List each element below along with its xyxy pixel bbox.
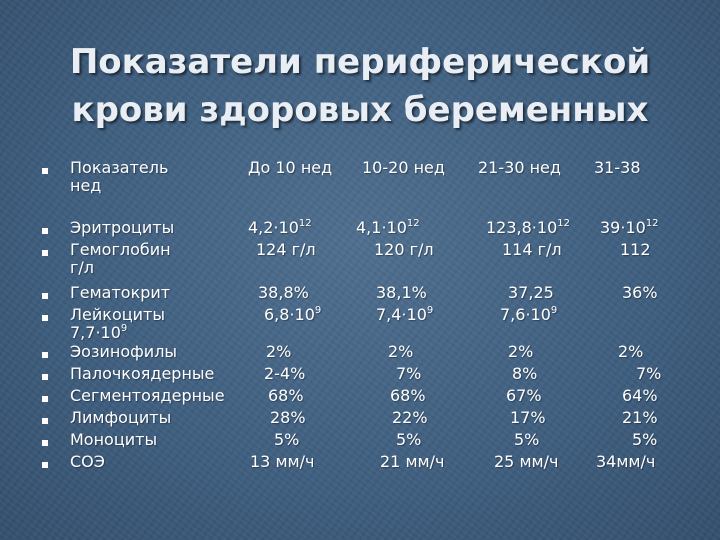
cell-eosinophils-c2: 2% [388,342,414,361]
row-label: Моноциты [70,430,158,449]
row-label-cont: г/л [70,258,95,277]
cell-hemoglobin-c2: 120 г/л [374,240,434,259]
cell-esr-c4: 34мм/ч [596,452,656,471]
cell-esr-c2: 21 мм/ч [380,452,445,471]
cell-hematocrit-c3: 37,25 [508,283,554,302]
header-col-4: 31-38 [594,158,641,177]
title-line-2: крови здоровых беременных [71,90,649,130]
row-label: Эритроциты [70,218,175,237]
cell-hematocrit-c2: 38,1% [376,283,427,302]
title-line-1: Показатели периферической [69,42,651,82]
cell-lymphocytes-c1: 28% [270,408,306,427]
header-col-3: 21-30 нед [478,158,561,177]
cell-hemoglobin-c3: 114 г/л [502,240,562,259]
cell-eosinophils-c3: 2% [508,342,534,361]
cell-band-c2: 7% [396,364,422,383]
header-label: Показатель [70,158,169,177]
cell-hemoglobin-c4: 112 [620,240,651,259]
row-label-cont: 7,7·109 [70,323,128,342]
bullet-icon [42,293,48,299]
cell-esr-c3: 25 мм/ч [494,452,559,471]
cell-lymphocytes-c3: 17% [510,408,546,427]
cell-erythrocytes-c4: 39·1012 [600,218,659,237]
cell-erythrocytes-c3: 123,8·1012 [486,218,570,237]
cell-leukocytes-c1: 6,8·109 [264,305,322,324]
cell-monocytes-c2: 5% [396,430,422,449]
bullet-icon [42,250,48,256]
bullet-icon [42,228,48,234]
row-label: Эозинофилы [70,342,178,361]
row-label: Гематокрит [70,283,171,302]
cell-monocytes-c4: 5% [632,430,658,449]
row-label: Сегментоядерные [70,386,225,405]
cell-hemoglobin-c1: 124 г/л [256,240,316,259]
cell-monocytes-c3: 5% [514,430,540,449]
bullet-icon [42,418,48,424]
cell-segmented-c3: 67% [506,386,542,405]
cell-segmented-c1: 68% [268,386,304,405]
cell-hematocrit-c1: 38,8% [258,283,309,302]
row-label: СОЭ [70,452,105,471]
cell-erythrocytes-c2: 4,1·1012 [356,218,420,237]
header-col-1: До 10 нед [248,158,333,177]
cell-lymphocytes-c2: 22% [392,408,428,427]
bullet-icon [42,396,48,402]
cell-esr-c1: 13 мм/ч [250,452,315,471]
cell-eosinophils-c4: 2% [618,342,644,361]
bullet-icon [42,462,48,468]
row-label: Лейкоциты [70,305,165,324]
cell-band-c3: 8% [512,364,538,383]
cell-leukocytes-c2: 7,4·109 [376,305,434,324]
bullet-icon [42,374,48,380]
cell-erythrocytes-c1: 4,2·1012 [248,218,312,237]
slide-title: Показатели периферической крови здоровых… [0,38,720,134]
bullet-icon [42,440,48,446]
header-label-cont: нед [70,176,102,195]
cell-lymphocytes-c4: 21% [622,408,658,427]
bullet-icon [42,168,48,174]
cell-hematocrit-c4: 36% [622,283,658,302]
cell-segmented-c4: 64% [622,386,658,405]
bullet-icon [42,352,48,358]
bullet-icon [42,315,48,321]
row-label: Лимфоциты [70,408,172,427]
header-col-2: 10-20 нед [362,158,445,177]
cell-segmented-c2: 68% [390,386,426,405]
cell-eosinophils-c1: 2% [266,342,292,361]
cell-band-c4: 7% [636,364,662,383]
row-label: Гемоглобин [70,240,171,259]
cell-monocytes-c1: 5% [274,430,300,449]
row-label: Палочкоядерные [70,364,215,383]
cell-band-c1: 2-4% [264,364,306,383]
cell-leukocytes-c3: 7,6·109 [500,305,558,324]
